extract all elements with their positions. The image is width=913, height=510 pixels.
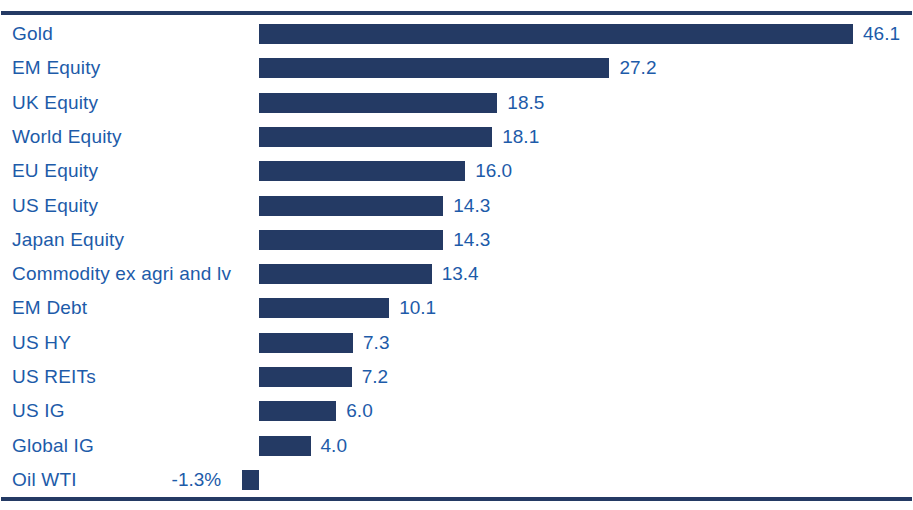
bar bbox=[259, 401, 336, 421]
value-label: 14.3 bbox=[453, 229, 490, 251]
value-label: 14.3 bbox=[453, 195, 490, 217]
category-label: Japan Equity bbox=[12, 229, 124, 251]
chart-plot-area: Gold 46.1 EM Equity 27.2 UK Equity 18.5 World … bbox=[0, 17, 913, 497]
bar bbox=[259, 196, 443, 216]
bar bbox=[242, 470, 259, 490]
category-label: EM Equity bbox=[12, 57, 100, 79]
category-label: UK Equity bbox=[12, 92, 98, 114]
bar-row: EU Equity 16.0 bbox=[0, 154, 913, 188]
value-label: 27.2 bbox=[619, 57, 656, 79]
top-rule bbox=[1, 11, 912, 15]
value-label: 6.0 bbox=[346, 400, 372, 422]
bar bbox=[259, 161, 465, 181]
value-label: 46.1 bbox=[863, 23, 900, 45]
value-label: 7.2 bbox=[362, 366, 388, 388]
category-label: US Equity bbox=[12, 195, 98, 217]
bar bbox=[259, 333, 353, 353]
category-label: Commodity ex agri and lv bbox=[12, 263, 231, 285]
category-label: EU Equity bbox=[12, 160, 98, 182]
bar-chart: Gold 46.1 EM Equity 27.2 UK Equity 18.5 World … bbox=[0, 0, 913, 510]
bottom-rule bbox=[1, 497, 912, 501]
value-label: 13.4 bbox=[442, 263, 479, 285]
bar bbox=[259, 230, 443, 250]
bar-row: EM Debt 10.1 bbox=[0, 291, 913, 325]
value-label: 7.3 bbox=[363, 332, 389, 354]
bar bbox=[259, 436, 311, 456]
bar-row: Global IG 4.0 bbox=[0, 428, 913, 462]
bar-row: Oil WTI -1.3% bbox=[0, 463, 913, 497]
category-label: Gold bbox=[12, 23, 53, 45]
category-label: Oil WTI bbox=[12, 469, 77, 491]
bar bbox=[259, 298, 389, 318]
bar bbox=[259, 264, 432, 284]
bar-row: World Equity 18.1 bbox=[0, 120, 913, 154]
bar-row: US IG 6.0 bbox=[0, 394, 913, 428]
category-label: World Equity bbox=[12, 126, 122, 148]
category-label: US IG bbox=[12, 400, 65, 422]
category-label: Global IG bbox=[12, 435, 94, 457]
bar-row: UK Equity 18.5 bbox=[0, 86, 913, 120]
bar-row: US HY 7.3 bbox=[0, 326, 913, 360]
bar-row: US REITs 7.2 bbox=[0, 360, 913, 394]
value-label: 18.1 bbox=[502, 126, 539, 148]
bar-row: Gold 46.1 bbox=[0, 17, 913, 51]
bar bbox=[259, 93, 497, 113]
value-label: 4.0 bbox=[321, 435, 347, 457]
value-label: 16.0 bbox=[475, 160, 512, 182]
category-label: EM Debt bbox=[12, 297, 87, 319]
bar bbox=[259, 58, 609, 78]
bar-row: US Equity 14.3 bbox=[0, 188, 913, 222]
bar bbox=[259, 127, 492, 147]
category-label: US HY bbox=[12, 332, 71, 354]
bar-row: Commodity ex agri and lv 13.4 bbox=[0, 257, 913, 291]
value-label: -1.3% bbox=[101, 469, 221, 491]
value-label: 18.5 bbox=[507, 92, 544, 114]
category-label: US REITs bbox=[12, 366, 96, 388]
value-label: 10.1 bbox=[399, 297, 436, 319]
bar bbox=[259, 24, 853, 44]
bar-row: Japan Equity 14.3 bbox=[0, 223, 913, 257]
bar bbox=[259, 367, 352, 387]
bar-row: EM Equity 27.2 bbox=[0, 51, 913, 85]
